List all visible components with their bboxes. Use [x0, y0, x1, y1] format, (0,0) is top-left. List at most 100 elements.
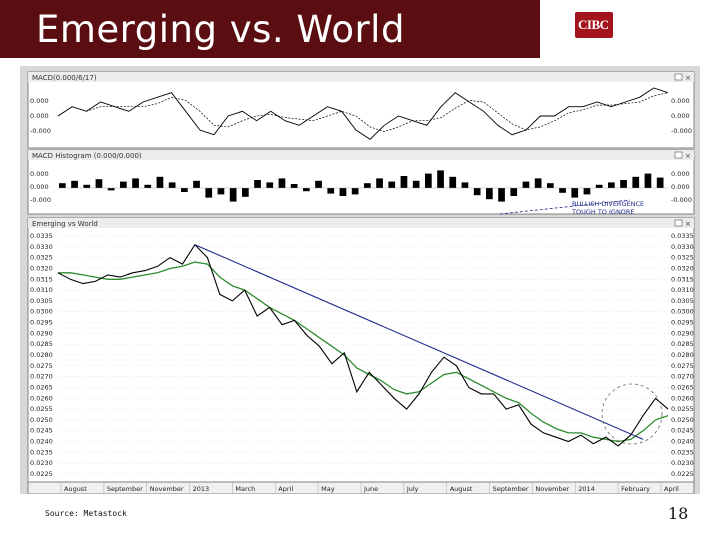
histogram-bar: [620, 180, 627, 188]
histogram-bar: [254, 180, 261, 188]
histogram-bar: [290, 184, 298, 188]
histogram-bar: [608, 182, 615, 188]
histogram-bar: [449, 176, 457, 188]
price-y-tick-right: 0.0320: [671, 264, 694, 272]
price-panel: [27, 217, 695, 483]
price-y-tick-right: 0.0290: [671, 329, 694, 337]
price-y-tick-right: 0.0295: [671, 319, 694, 327]
price-y-tick-right: 0.0300: [671, 308, 694, 316]
macd-y-tick-right: 0.000: [671, 97, 690, 105]
histogram-panel-title: MACD Histogram (0.000/0.000): [32, 152, 142, 160]
histogram-bar: [339, 188, 347, 196]
price-y-tick-right: 0.0335: [671, 232, 694, 240]
time-axis-label: August: [450, 485, 473, 493]
page-number: 18: [668, 504, 689, 523]
price-y-tick: 0.0260: [30, 394, 53, 402]
histogram-bar: [559, 188, 566, 193]
price-y-tick-right: 0.0255: [671, 405, 694, 413]
price-close-controls[interactable]: ×: [674, 219, 691, 228]
histogram-bar: [351, 188, 359, 195]
histogram-bar: [144, 184, 152, 188]
histogram-bar: [388, 181, 396, 188]
histogram-bar: [473, 188, 481, 196]
annotation-line-1: BULLISH DIVERGENCE: [572, 200, 644, 208]
time-axis-labels: August September November 2013 March April May…: [60, 482, 679, 494]
price-y-tick: 0.0290: [30, 329, 53, 337]
price-y-tick: 0.0330: [30, 243, 53, 251]
histogram-bar: [132, 178, 139, 188]
price-y-tick: 0.0225: [30, 470, 53, 478]
price-y-tick: 0.0230: [30, 459, 53, 467]
price-right-axis: 0.0335 0.0330 0.0325 0.0320 0.0315 0.0310 0.03…: [671, 232, 694, 478]
time-axis-label: November: [150, 485, 184, 493]
price-y-tick-right: 0.0270: [671, 373, 694, 381]
slide-title: Emerging vs. World: [36, 8, 405, 51]
time-axis-label: February: [621, 485, 650, 493]
macd-panel-title: MACD(0.000/6/17): [32, 74, 97, 82]
time-axis-label: November: [535, 485, 569, 493]
histogram-bar: [364, 183, 371, 188]
histogram-bar: [632, 176, 640, 188]
price-y-tick: 0.0250: [30, 416, 53, 424]
time-axis-label: May: [321, 485, 335, 493]
price-y-tick: 0.0295: [30, 319, 53, 327]
time-axis-label: June: [363, 485, 378, 493]
histogram-panel-header: [28, 150, 694, 160]
histogram-bar: [400, 176, 408, 188]
brand-line-2: Wood Gundy: [623, 25, 692, 37]
metastock-chart: MACD(0.000/6/17) × 0.000 0.000 -0.000 0.00…: [20, 66, 700, 495]
price-y-tick: 0.0305: [30, 297, 53, 305]
price-y-tick: 0.0280: [30, 351, 53, 359]
price-y-tick: 0.0235: [30, 448, 53, 456]
price-y-tick-right: 0.0250: [671, 416, 694, 424]
moving-average-line: [58, 261, 669, 443]
histogram-bar: [71, 180, 78, 188]
svg-text:×: ×: [685, 220, 691, 228]
price-y-tick-right: 0.0315: [671, 275, 694, 283]
histogram-y-tick: 0.000: [30, 183, 49, 191]
histogram-right-axis: 0.000 0.000 -0.000: [671, 170, 692, 204]
time-axis-label: April: [664, 485, 679, 493]
histogram-bar: [193, 180, 200, 188]
price-y-tick-right: 0.0260: [671, 394, 694, 402]
price-y-tick: 0.0240: [30, 438, 53, 446]
histogram-bar: [83, 184, 91, 188]
histogram-close-controls[interactable]: ×: [674, 151, 691, 160]
histogram-bar: [156, 176, 164, 188]
price-panel-title: Emerging vs World: [32, 220, 98, 228]
price-y-tick: 0.0320: [30, 264, 53, 272]
macd-y-tick-right: -0.000: [671, 127, 692, 135]
price-y-tick-right: 0.0225: [671, 470, 694, 478]
price-y-tick: 0.0300: [30, 308, 53, 316]
histogram-bar: [510, 188, 518, 196]
histogram-bar: [205, 188, 213, 198]
price-y-tick-right: 0.0275: [671, 362, 694, 370]
highlight-circle: [601, 383, 663, 445]
time-axis-label: April: [278, 485, 293, 493]
histogram-bar: [486, 188, 493, 200]
price-y-tick-right: 0.0330: [671, 243, 694, 251]
histogram-bar: [168, 182, 176, 188]
price-y-tick-right: 0.0245: [671, 427, 694, 435]
price-y-tick: 0.0255: [30, 405, 53, 413]
time-axis-label: July: [406, 485, 419, 493]
price-y-tick: 0.0335: [30, 232, 53, 240]
price-y-tick-right: 0.0240: [671, 438, 694, 446]
price-y-tick-right: 0.0325: [671, 254, 694, 262]
macd-panel-header: [28, 72, 694, 82]
histogram-bar: [59, 183, 66, 188]
svg-text:×: ×: [685, 152, 691, 160]
price-y-tick-right: 0.0280: [671, 351, 694, 359]
histogram-y-tick: 0.000: [30, 170, 49, 178]
macd-close-controls[interactable]: ×: [674, 73, 691, 82]
price-y-tick-right: 0.0265: [671, 383, 694, 391]
time-axis-label: March: [235, 485, 255, 493]
histogram-bar: [266, 182, 274, 188]
histogram-bar: [425, 173, 432, 188]
time-axis-label: 2013: [193, 485, 210, 493]
histogram-bar: [120, 181, 127, 188]
histogram-bar: [327, 188, 335, 194]
cibc-logo-mark: CIBC: [575, 12, 613, 38]
histogram-bar: [571, 188, 579, 198]
histogram-bar: [461, 182, 469, 188]
